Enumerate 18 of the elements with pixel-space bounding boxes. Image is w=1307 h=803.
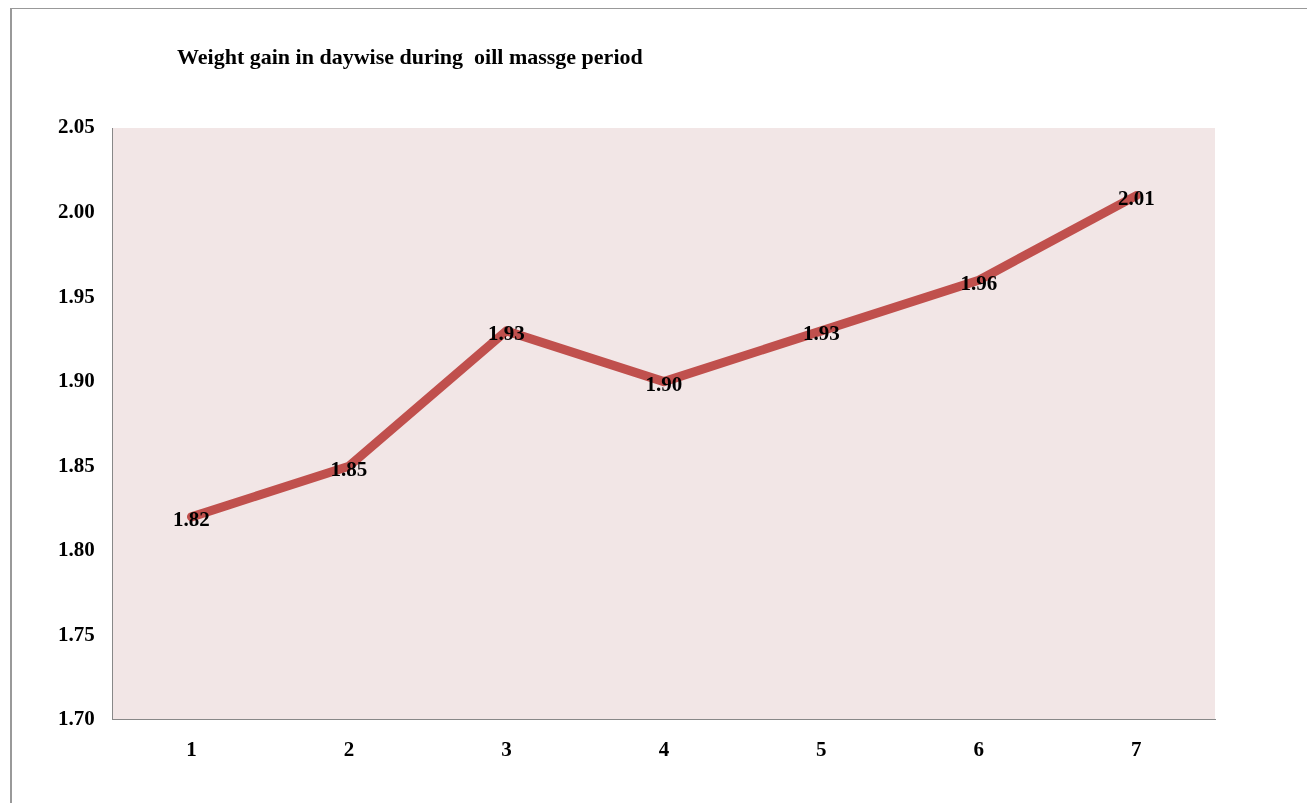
data-label: 1.96 (960, 270, 998, 295)
y-tick-label: 1.75 (58, 621, 95, 646)
y-tick-label: 1.70 (58, 706, 95, 731)
y-tick-label: 2.05 (58, 114, 95, 139)
y-tick-label: 1.85 (58, 452, 95, 477)
x-tick-label: 3 (501, 736, 512, 761)
y-tick-label: 2.00 (58, 198, 95, 223)
x-tick-label: 1 (186, 736, 197, 761)
x-tick-label: 2 (343, 736, 355, 761)
x-tick-label: 4 (658, 736, 670, 761)
y-tick-label: 1.95 (58, 283, 95, 308)
x-tick-label: 6 (973, 736, 985, 761)
data-label: 1.85 (330, 456, 368, 481)
x-tick-label: 5 (816, 736, 827, 761)
chart-title: Weight gain in daywise during oill massge period (177, 44, 643, 70)
y-tick-label: 1.90 (58, 368, 95, 393)
x-tick-label: 7 (1131, 736, 1142, 761)
y-tick-label: 1.80 (58, 537, 95, 562)
